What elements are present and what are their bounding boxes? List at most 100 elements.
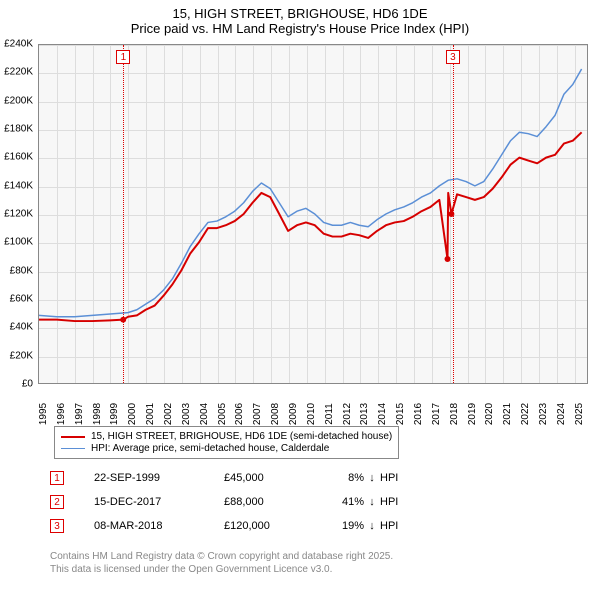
y-axis-label: £220K [4,67,33,78]
legend-label: HPI: Average price, semi-detached house,… [91,443,329,454]
x-axis-label: 2023 [538,403,549,425]
gridline-h [39,158,587,159]
x-axis-label: 2019 [467,403,478,425]
event-line [123,45,124,383]
event-diff: 8% [324,472,364,484]
event-price: £88,000 [224,496,324,508]
gridline-h [39,45,587,46]
gridline-v [485,45,486,383]
gridline-h [39,187,587,188]
gridline-v [235,45,236,383]
x-axis-label: 2009 [288,403,299,425]
gridline-h [39,73,587,74]
gridline-v [93,45,94,383]
x-axis-label: 2012 [342,403,353,425]
legend-swatch [61,436,85,438]
event-price: £120,000 [224,520,324,532]
event-suffix: HPI [380,520,398,532]
footer-line1: Contains HM Land Registry data © Crown c… [50,550,393,563]
gridline-h [39,243,587,244]
title-line2: Price paid vs. HM Land Registry's House … [0,21,600,36]
event-price: £45,000 [224,472,324,484]
x-axis-label: 2022 [520,403,531,425]
x-axis-label: 2013 [359,403,370,425]
gridline-v [432,45,433,383]
x-axis-label: 2004 [199,403,210,425]
x-axis-label: 1998 [92,403,103,425]
x-axis-label: 2010 [306,403,317,425]
x-axis-label: 2007 [252,403,263,425]
gridline-v [57,45,58,383]
gridline-v [343,45,344,383]
x-axis-label: 1995 [38,403,49,425]
x-axis-label: 2000 [127,403,138,425]
chart-container: 15, HIGH STREET, BRIGHOUSE, HD6 1DE Pric… [0,0,600,590]
x-axis-label: 2014 [377,403,388,425]
legend-item: 15, HIGH STREET, BRIGHOUSE, HD6 1DE (sem… [61,431,392,442]
x-axis-label: 2006 [234,403,245,425]
gridline-v [200,45,201,383]
x-axis-label: 2024 [556,403,567,425]
gridline-v [414,45,415,383]
gridline-v [450,45,451,383]
x-axis-label: 2003 [181,403,192,425]
down-arrow-icon: ↓ [364,520,380,532]
legend-label: 15, HIGH STREET, BRIGHOUSE, HD6 1DE (sem… [91,431,392,442]
gridline-v [360,45,361,383]
gridline-v [575,45,576,383]
y-axis-label: £240K [4,39,33,50]
gridline-v [110,45,111,383]
x-axis-label: 2005 [217,403,228,425]
event-suffix: HPI [380,496,398,508]
y-axis-label: £140K [4,180,33,191]
legend-swatch [61,448,85,450]
y-axis-label: £60K [10,294,33,305]
y-axis-label: £20K [10,350,33,361]
gridline-v [164,45,165,383]
chart-svg [39,45,587,383]
y-axis-label: £40K [10,322,33,333]
gridline-v [378,45,379,383]
gridline-v [468,45,469,383]
down-arrow-icon: ↓ [364,496,380,508]
event-row: 215-DEC-2017£88,00041%↓HPI [50,490,398,514]
y-axis: £0£20K£40K£60K£80K£100K£120K£140K£160K£1… [0,44,36,384]
event-diff: 41% [324,496,364,508]
gridline-h [39,215,587,216]
down-arrow-icon: ↓ [364,472,380,484]
gridline-v [271,45,272,383]
gridline-v [325,45,326,383]
gridline-v [75,45,76,383]
gridline-v [289,45,290,383]
legend-item: HPI: Average price, semi-detached house,… [61,443,392,454]
event-suffix: HPI [380,472,398,484]
gridline-v [503,45,504,383]
legend: 15, HIGH STREET, BRIGHOUSE, HD6 1DE (sem… [54,426,399,459]
gridline-h [39,300,587,301]
gridline-h [39,102,587,103]
y-axis-label: £160K [4,152,33,163]
series-hpi [39,69,582,317]
x-axis: 1995199619971998199920002001200220032004… [38,386,588,426]
gridline-v [396,45,397,383]
gridline-v [128,45,129,383]
event-marker: 1 [116,50,130,64]
gridline-v [146,45,147,383]
gridline-h [39,272,587,273]
gridline-v [218,45,219,383]
gridline-v [557,45,558,383]
x-axis-label: 2018 [449,403,460,425]
event-row: 122-SEP-1999£45,0008%↓HPI [50,466,398,490]
title-line1: 15, HIGH STREET, BRIGHOUSE, HD6 1DE [0,6,600,21]
x-axis-label: 2016 [413,403,424,425]
x-axis-label: 1999 [109,403,120,425]
event-badge: 3 [50,519,64,533]
x-axis-label: 2011 [324,403,335,425]
gridline-h [39,328,587,329]
gridline-v [521,45,522,383]
gridline-v [182,45,183,383]
gridline-v [253,45,254,383]
footer-line2: This data is licensed under the Open Gov… [50,563,393,576]
gridline-h [39,130,587,131]
x-axis-label: 2001 [145,403,156,425]
